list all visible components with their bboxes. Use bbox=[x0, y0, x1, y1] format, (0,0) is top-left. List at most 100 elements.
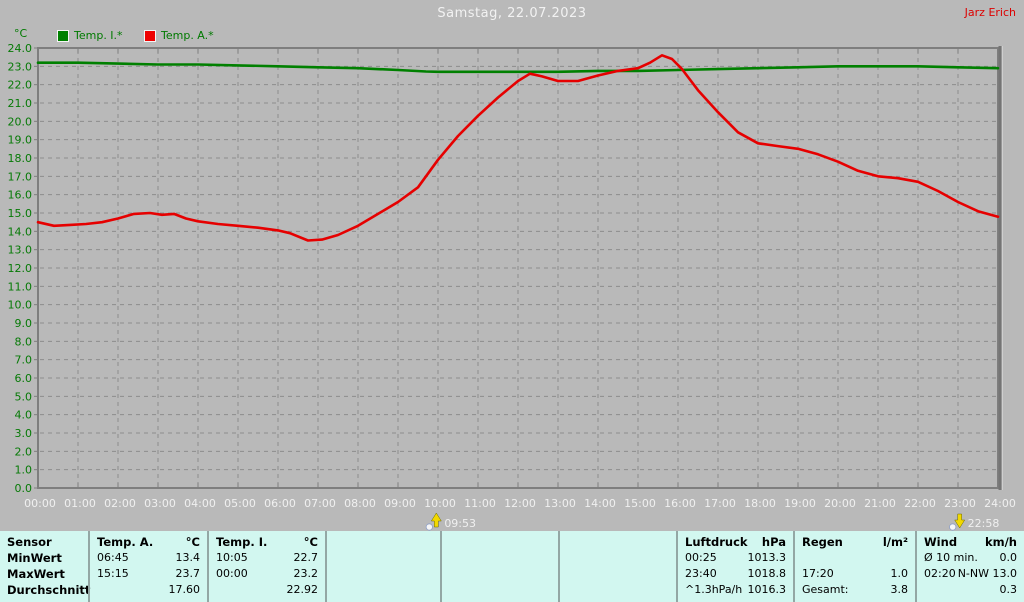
table-row: 00:25 1013.3 bbox=[685, 550, 786, 566]
legend-item-temp-i: Temp. I.* bbox=[57, 29, 123, 42]
table-column: Wind km/h Ø 10 min. 0.0 02:20 N-NW 13.0 0.3 bbox=[915, 531, 1024, 602]
cell-value: 0.0 bbox=[999, 551, 1018, 564]
temp-i-swatch-icon bbox=[57, 29, 69, 42]
cell-time: 23:40 bbox=[685, 567, 717, 580]
row-label-text: MaxWert bbox=[7, 567, 65, 581]
cell-time: ^1.3hPa/h bbox=[685, 583, 743, 596]
cell-value: 23.2 bbox=[293, 567, 319, 580]
table-row bbox=[567, 550, 669, 566]
x-tick-label: 18:00 bbox=[744, 497, 776, 510]
table-row: 17:20 1.0 bbox=[802, 566, 908, 582]
cell-value: N-NW 13.0 bbox=[957, 567, 1017, 580]
y-tick-label: 20.0 bbox=[8, 115, 33, 128]
table-column: Luftdruck hPa 00:25 1013.3 23:40 1018.8 ^1.3hP… bbox=[676, 531, 793, 602]
y-tick-label: 7.0 bbox=[15, 354, 33, 367]
x-tick-label: 10:00 bbox=[424, 497, 456, 510]
table-row: 06:45 13.4 bbox=[97, 550, 200, 566]
cell-time: 17:20 bbox=[802, 567, 834, 580]
series-line-tempa bbox=[36, 53, 1000, 242]
table-row-label: Sensor bbox=[7, 534, 81, 550]
column-unit: km/h bbox=[984, 535, 1017, 549]
table-row: 15:15 23.7 bbox=[97, 566, 200, 582]
cell-time: 10:05 bbox=[216, 551, 248, 564]
table-row: 17.60 bbox=[97, 582, 201, 598]
table-row-label: Durchschnitt bbox=[7, 582, 90, 598]
marker-time-label: 22:58 bbox=[968, 517, 1000, 530]
x-tick-label: 20:00 bbox=[824, 497, 856, 510]
table-column-header: Regen l/m² bbox=[802, 534, 908, 550]
y-tick-label: 2.0 bbox=[15, 445, 33, 458]
cell-value: 1013.3 bbox=[747, 551, 787, 564]
cell-value: 17.60 bbox=[168, 583, 201, 596]
column-name: Temp. A. bbox=[97, 535, 154, 549]
table-column-header bbox=[567, 534, 669, 550]
table-row: Gesamt: 3.8 bbox=[802, 582, 908, 598]
chart-title: Samstag, 22.07.2023 bbox=[437, 6, 587, 21]
table-row bbox=[567, 582, 669, 598]
x-tick-label: 14:00 bbox=[584, 497, 616, 510]
y-tick-label: 21.0 bbox=[8, 97, 33, 110]
legend-label-temp-a: Temp. A.* bbox=[161, 29, 214, 42]
table-row bbox=[334, 550, 433, 566]
column-unit: hPa bbox=[761, 535, 786, 549]
table-column bbox=[558, 531, 676, 602]
y-tick-label: 22.0 bbox=[8, 79, 33, 92]
table-row bbox=[449, 550, 551, 566]
legend-item-temp-a: Temp. A.* bbox=[144, 29, 214, 42]
cell-time: 00:25 bbox=[685, 551, 717, 564]
table-row bbox=[449, 566, 551, 582]
cell-value: 23.7 bbox=[175, 567, 201, 580]
table-row: 0.3 bbox=[924, 582, 1018, 598]
y-tick-label: 19.0 bbox=[8, 134, 33, 147]
cell-time: 15:15 bbox=[97, 567, 129, 580]
y-tick-label: 24.0 bbox=[8, 42, 33, 55]
x-tick-label: 08:00 bbox=[344, 497, 376, 510]
y-tick-label: 6.0 bbox=[15, 372, 33, 385]
cell-value: 22.7 bbox=[293, 551, 319, 564]
cell-value: 1018.8 bbox=[747, 567, 787, 580]
column-name: Temp. I. bbox=[216, 535, 268, 549]
cell-time: 02:20 bbox=[924, 567, 956, 580]
x-tick-label: 24:00 bbox=[984, 497, 1016, 510]
x-tick-label: 17:00 bbox=[704, 497, 736, 510]
column-name: Luftdruck bbox=[685, 535, 748, 549]
x-tick-label: 06:00 bbox=[264, 497, 296, 510]
x-tick-label: 02:00 bbox=[104, 497, 136, 510]
y-tick-label: 16.0 bbox=[8, 189, 33, 202]
cell-value: 13.4 bbox=[175, 551, 201, 564]
table-column: Regen l/m² 17:20 1.0 Gesamt: 3.8 bbox=[793, 531, 915, 602]
cell-value: 3.8 bbox=[890, 583, 909, 596]
table-row-label: MaxWert bbox=[7, 566, 81, 582]
series-line-tempi bbox=[36, 61, 1000, 74]
table-row bbox=[334, 566, 433, 582]
table-row bbox=[449, 582, 551, 598]
y-tick-label: 1.0 bbox=[15, 464, 33, 477]
table-row bbox=[334, 582, 433, 598]
x-tick-label: 00:00 bbox=[24, 497, 56, 510]
cell-value: 22.92 bbox=[286, 583, 319, 596]
table-column: Temp. A. °C 06:45 13.4 15:15 23.7 17.60 bbox=[88, 531, 207, 602]
y-tick-label: 10.0 bbox=[8, 299, 33, 312]
table-row bbox=[802, 550, 908, 566]
table-column: Temp. I. °C 10:05 22.7 00:00 23.2 22.92 bbox=[207, 531, 325, 602]
table-row: 02:20 N-NW 13.0 bbox=[924, 566, 1017, 582]
x-tick-label: 07:00 bbox=[304, 497, 336, 510]
y-axis-unit-label: °C bbox=[14, 27, 28, 40]
table-row: 23:40 1018.8 bbox=[685, 566, 786, 582]
cell-time: 00:00 bbox=[216, 567, 248, 580]
x-tick-label: 19:00 bbox=[784, 497, 816, 510]
x-tick-label: 23:00 bbox=[944, 497, 976, 510]
x-tick-label: 01:00 bbox=[64, 497, 96, 510]
y-tick-label: 3.0 bbox=[15, 427, 33, 440]
column-name: Wind bbox=[924, 535, 958, 549]
x-tick-label: 15:00 bbox=[624, 497, 656, 510]
y-tick-label: 0.0 bbox=[15, 482, 33, 495]
y-tick-label: 4.0 bbox=[15, 409, 33, 422]
y-tick-label: 8.0 bbox=[15, 335, 33, 348]
table-column-header: Temp. I. °C bbox=[216, 534, 318, 550]
x-tick-label: 05:00 bbox=[224, 497, 256, 510]
moon-set-marker-icon bbox=[949, 513, 966, 531]
y-tick-label: 11.0 bbox=[8, 280, 33, 293]
table-row: 00:00 23.2 bbox=[216, 566, 318, 582]
